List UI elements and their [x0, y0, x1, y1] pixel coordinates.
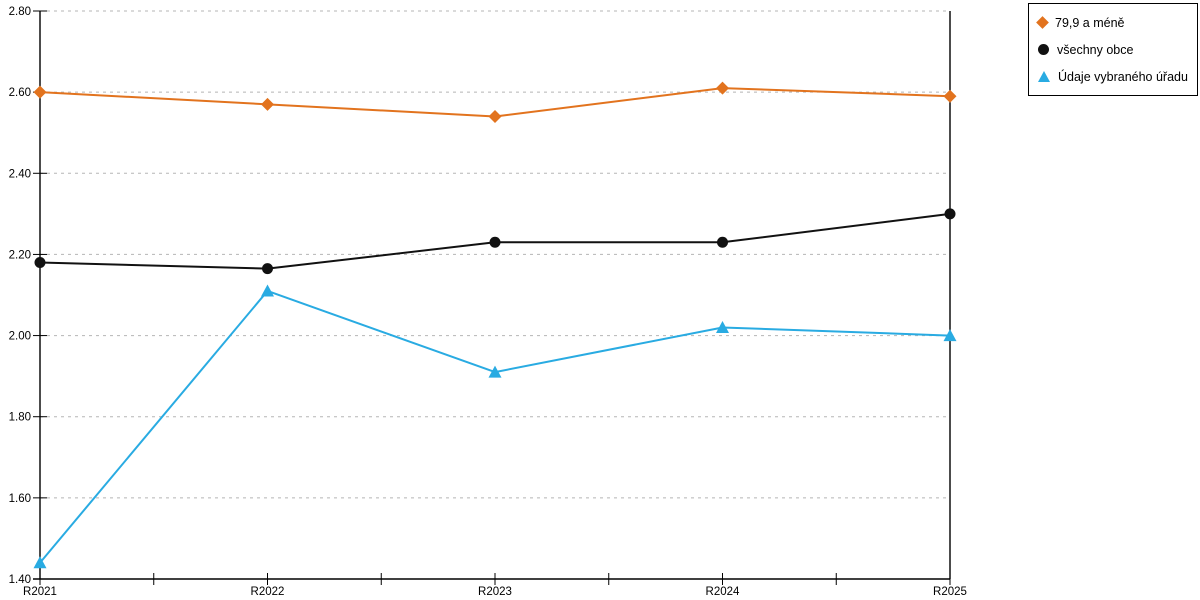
x-tick-label: R2025	[933, 586, 967, 598]
data-point-circle	[262, 263, 273, 275]
data-point-diamond	[33, 85, 47, 99]
series-line-2	[39, 289, 951, 564]
data-point-triangle	[488, 365, 502, 378]
y-tick-label: 2.80	[9, 6, 31, 18]
legend-label: všechny obce	[1057, 42, 1134, 57]
y-tick-label: 1.60	[9, 493, 31, 505]
x-tick-label: R2024	[706, 586, 740, 598]
legend-triangle-icon	[1038, 71, 1050, 82]
legend-item: všechny obce	[1038, 36, 1193, 63]
y-tick-label: 1.80	[9, 412, 31, 424]
data-point-diamond	[716, 81, 729, 95]
legend-diamond-icon	[1036, 16, 1049, 29]
data-point-triangle	[716, 320, 729, 333]
y-tick-label: 2.20	[9, 249, 31, 261]
legend-item: Údaje vybraného úřadu	[1038, 63, 1193, 90]
x-tick-label: R2021	[23, 586, 57, 598]
data-point-diamond	[943, 89, 957, 103]
y-tick-label: 1.40	[9, 574, 31, 586]
legend-label: 79,9 a méně	[1055, 15, 1125, 30]
y-tick-label: 2.40	[9, 168, 31, 180]
data-point-circle	[944, 208, 956, 220]
data-point-circle	[489, 236, 501, 248]
y-tick-label: 2.00	[9, 331, 31, 343]
legend-item: 79,9 a méně	[1036, 9, 1193, 36]
data-point-circle	[717, 236, 728, 248]
data-point-triangle	[943, 329, 957, 342]
legend-label: Údaje vybraného úřadu	[1058, 69, 1188, 84]
y-tick-label: 2.60	[9, 87, 31, 99]
data-point-circle	[34, 257, 46, 269]
legend-circle-icon	[1038, 44, 1049, 55]
legend: 79,9 a méně všechny obce Údaje vybraného ú…	[1028, 3, 1198, 96]
data-point-triangle	[33, 556, 47, 569]
data-point-triangle	[261, 284, 274, 297]
data-point-diamond	[261, 97, 274, 111]
data-point-diamond	[488, 109, 502, 123]
x-tick-label: R2023	[478, 586, 512, 598]
x-tick-label: R2022	[251, 586, 285, 598]
